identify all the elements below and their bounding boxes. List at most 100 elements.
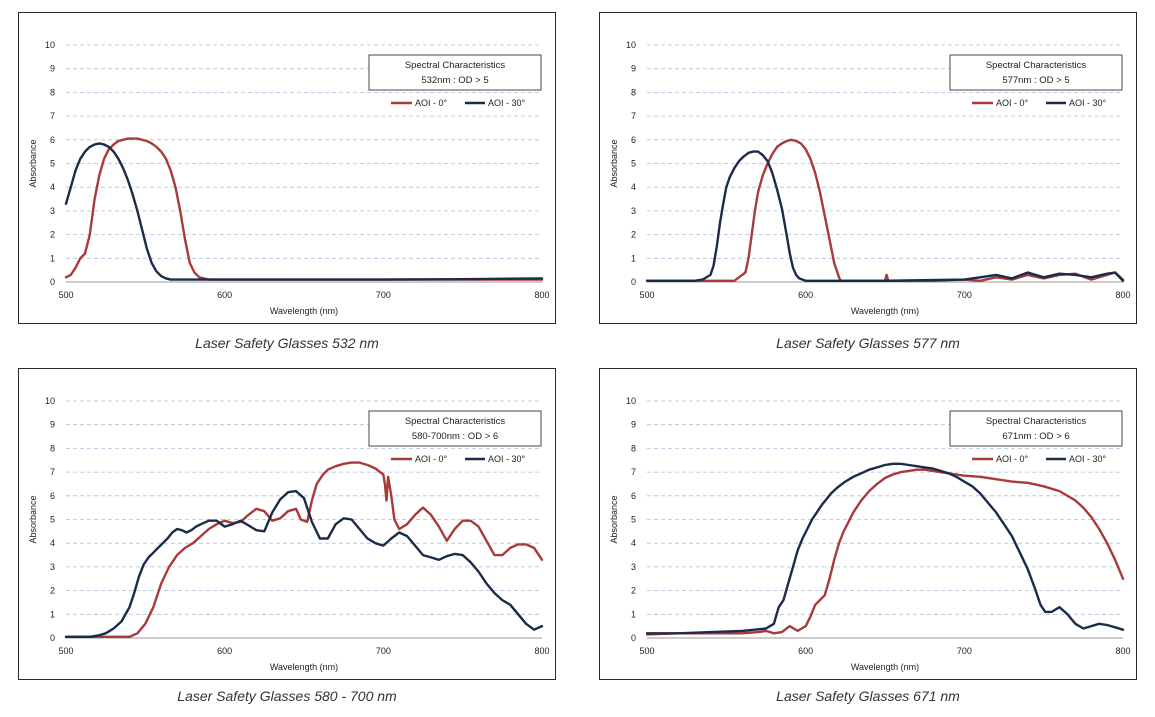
y-tick-label: 1 (50, 253, 55, 263)
x-tick-label: 700 (376, 290, 391, 300)
series-line-aoi-0 (645, 138, 1125, 282)
y-tick-label: 8 (50, 443, 55, 453)
chart-caption: Laser Safety Glasses 580 - 700 nm (177, 688, 397, 704)
y-tick-label: 5 (50, 515, 55, 525)
chart-svg: 0 1 2 3 4 5 6 7 8 9 10 500 600 700 800 Wavelength (nm) A… (609, 396, 1131, 672)
y-tick-label: 10 (45, 396, 55, 406)
y-tick-label: 10 (45, 40, 55, 50)
y-tick-label: 9 (631, 64, 636, 74)
y-tick-label: 3 (50, 206, 55, 216)
series-line-aoi-30 (64, 142, 544, 281)
y-tick-label: 9 (50, 64, 55, 74)
spectral-box-title: Spectral Characteristics (405, 416, 506, 427)
chart-frame: 0 1 2 3 4 5 6 7 8 9 10 500 600 700 800 Wavelength (nm) A… (599, 12, 1137, 324)
series-line-aoi-30 (645, 150, 1125, 282)
spectral-box-subtitle: 532nm : OD > 5 (421, 75, 488, 86)
chart-svg: 0 1 2 3 4 5 6 7 8 9 10 500 600 700 800 Wavelength (nm) A… (28, 40, 550, 316)
y-tick-label: 3 (631, 562, 636, 572)
y-tick-label: 7 (631, 111, 636, 121)
y-tick-label: 1 (631, 609, 636, 619)
y-axis-label: Absorbance (28, 495, 38, 543)
y-tick-label: 6 (631, 135, 636, 145)
legend-label-aoi-30: AOI - 30° (488, 454, 526, 464)
y-tick-label: 5 (631, 159, 636, 169)
y-tick-label: 2 (50, 586, 55, 596)
series-line-aoi-30 (645, 462, 1125, 635)
y-tick-label: 4 (50, 182, 55, 192)
spectral-box-title: Spectral Characteristics (405, 60, 506, 71)
x-tick-label: 700 (957, 646, 972, 656)
y-tick-label: 8 (631, 87, 636, 97)
y-tick-label: 0 (631, 633, 636, 643)
legend-label-aoi-30: AOI - 30° (488, 98, 526, 108)
y-tick-label: 3 (631, 206, 636, 216)
y-tick-label: 2 (631, 230, 636, 240)
legend-label-aoi-0: AOI - 0° (415, 454, 448, 464)
y-tick-label: 5 (50, 159, 55, 169)
x-tick-label: 600 (217, 646, 232, 656)
x-axis-label: Wavelength (nm) (851, 306, 919, 316)
y-tick-label: 7 (631, 467, 636, 477)
chart-frame: 0 1 2 3 4 5 6 7 8 9 10 500 600 700 800 Wavelength (nm) A… (18, 12, 556, 324)
x-tick-label: 600 (217, 290, 232, 300)
y-tick-label: 5 (631, 515, 636, 525)
y-tick-label: 9 (50, 420, 55, 430)
y-tick-label: 0 (631, 277, 636, 287)
x-tick-label: 700 (957, 290, 972, 300)
spectral-box-subtitle: 671nm : OD > 6 (1002, 431, 1069, 442)
y-tick-label: 3 (50, 562, 55, 572)
x-tick-label: 500 (639, 646, 654, 656)
y-tick-label: 1 (631, 253, 636, 263)
x-tick-label: 800 (1115, 290, 1130, 300)
series-line-aoi-30 (64, 489, 544, 638)
y-tick-label: 2 (631, 586, 636, 596)
y-tick-label: 0 (50, 277, 55, 287)
y-tick-label: 2 (50, 230, 55, 240)
series-line-aoi-0 (64, 461, 544, 638)
y-tick-label: 7 (50, 111, 55, 121)
chart-frame: 0 1 2 3 4 5 6 7 8 9 10 500 600 700 800 Wavelength (nm) A… (599, 368, 1137, 680)
y-tick-label: 0 (50, 633, 55, 643)
x-tick-label: 800 (534, 290, 549, 300)
x-tick-label: 500 (58, 290, 73, 300)
spectral-box (368, 54, 542, 91)
legend-label-aoi-0: AOI - 0° (415, 98, 448, 108)
chart-caption: Laser Safety Glasses 671 nm (776, 688, 960, 704)
y-tick-label: 8 (631, 443, 636, 453)
y-tick-label: 9 (631, 420, 636, 430)
y-tick-label: 10 (626, 396, 636, 406)
y-tick-label: 4 (50, 538, 55, 548)
x-tick-label: 500 (639, 290, 654, 300)
y-axis-label: Absorbance (609, 139, 619, 187)
y-tick-label: 8 (50, 87, 55, 97)
spectral-box-title: Spectral Characteristics (986, 416, 1087, 427)
y-axis-label: Absorbance (28, 139, 38, 187)
series-line-aoi-0 (645, 468, 1125, 636)
legend-label-aoi-30: AOI - 30° (1069, 98, 1107, 108)
x-tick-label: 500 (58, 646, 73, 656)
chart-caption: Laser Safety Glasses 577 nm (776, 335, 960, 351)
y-axis-label: Absorbance (609, 495, 619, 543)
spectral-box (368, 410, 542, 447)
x-tick-label: 600 (798, 646, 813, 656)
y-tick-label: 1 (50, 609, 55, 619)
spectral-box (949, 54, 1123, 91)
spectral-box (949, 410, 1123, 447)
chart-caption: Laser Safety Glasses 532 nm (195, 335, 379, 351)
legend-label-aoi-0: AOI - 0° (996, 98, 1029, 108)
y-tick-label: 7 (50, 467, 55, 477)
chart-frame: 0 1 2 3 4 5 6 7 8 9 10 500 600 700 800 Wavelength (nm) A… (18, 368, 556, 680)
chart-svg: 0 1 2 3 4 5 6 7 8 9 10 500 600 700 800 Wavelength (nm) A… (28, 396, 550, 672)
spectral-box-title: Spectral Characteristics (986, 60, 1087, 71)
x-axis-label: Wavelength (nm) (270, 662, 338, 672)
x-axis-label: Wavelength (nm) (851, 662, 919, 672)
chart-svg: 0 1 2 3 4 5 6 7 8 9 10 500 600 700 800 Wavelength (nm) A… (609, 40, 1131, 316)
legend-label-aoi-30: AOI - 30° (1069, 454, 1107, 464)
y-tick-label: 6 (50, 135, 55, 145)
y-tick-label: 4 (631, 538, 636, 548)
spectral-box-subtitle: 580-700nm : OD > 6 (412, 431, 498, 442)
x-tick-label: 700 (376, 646, 391, 656)
spectral-box-subtitle: 577nm : OD > 5 (1002, 75, 1069, 86)
x-axis-label: Wavelength (nm) (270, 306, 338, 316)
y-tick-label: 4 (631, 182, 636, 192)
